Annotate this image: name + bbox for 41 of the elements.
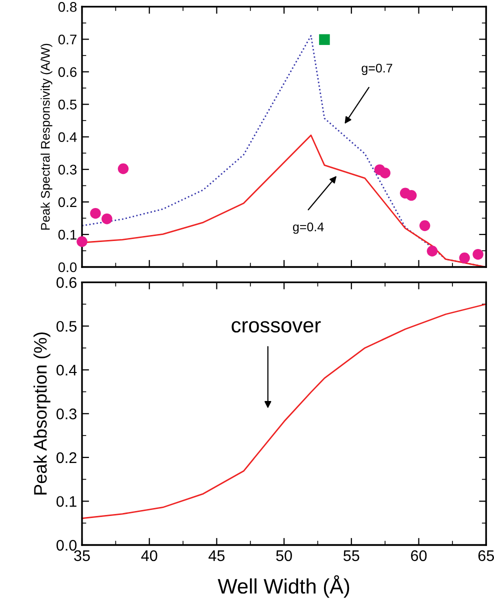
x-tick-label: 60 <box>411 550 427 562</box>
point <box>102 213 112 224</box>
y-tick-label: 0.5 <box>56 320 77 332</box>
point <box>90 208 101 219</box>
y-tick-label: 0.4 <box>58 132 77 142</box>
point <box>406 190 417 201</box>
x-tick-label: 65 <box>478 550 494 562</box>
x-tick-label: 40 <box>141 550 158 562</box>
y-tick-label: 0.3 <box>56 408 76 420</box>
annotation: g=0.4 <box>293 222 324 234</box>
y-tick-label: 0.2 <box>58 197 76 208</box>
point <box>426 246 438 256</box>
point <box>380 168 390 178</box>
y-tick-label: 0.6 <box>56 277 76 288</box>
line-series <box>81 303 487 519</box>
x-tick-label: 55 <box>344 550 360 562</box>
y-tick-label: 0.0 <box>56 540 77 551</box>
x-tick-label: 45 <box>208 550 225 562</box>
x-tick-label: 50 <box>276 550 292 562</box>
y-tick-label: 0.2 <box>56 452 76 464</box>
point <box>459 252 470 264</box>
y-axis-title: Peak Spectral Responsivity (A/W) <box>40 44 52 230</box>
x-tick-label: 35 <box>74 550 90 562</box>
y-tick-label: 0.5 <box>58 100 77 110</box>
point <box>319 34 330 45</box>
y-tick-label: 0.3 <box>58 164 77 175</box>
annotation: g=0.7 <box>362 64 392 76</box>
y-tick-label: 0.8 <box>58 2 77 12</box>
annotation: crossover <box>232 321 321 333</box>
y-tick-label: 0.4 <box>56 364 77 376</box>
y-tick-label: 0.1 <box>56 496 76 507</box>
point <box>472 248 484 260</box>
y-tick-label: 0.1 <box>58 230 76 240</box>
x-axis-title: Well Width (Å) <box>218 575 350 598</box>
point <box>76 236 88 248</box>
y-axis-title: Peak Absorption (%) <box>34 332 50 494</box>
y-tick-label: 0.6 <box>58 67 77 77</box>
y-tick-label: 0.7 <box>58 34 76 44</box>
point <box>118 163 129 174</box>
point <box>419 220 430 232</box>
y-tick-label: 0.0 <box>58 262 77 272</box>
